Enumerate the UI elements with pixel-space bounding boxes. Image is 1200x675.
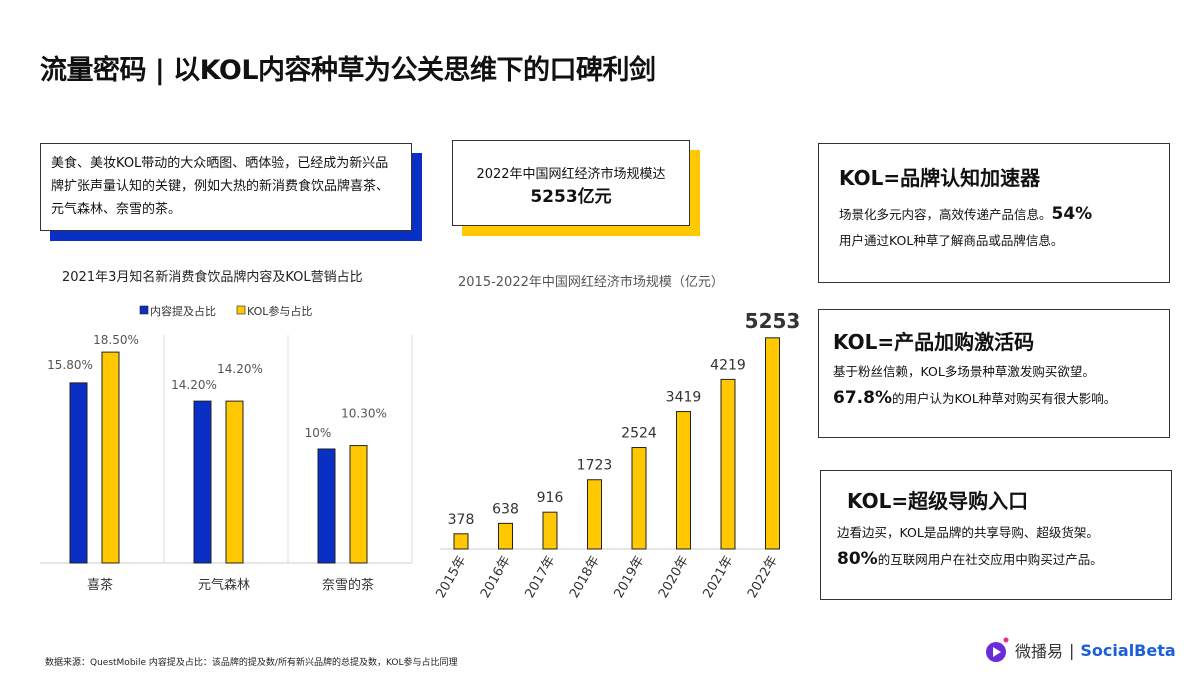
- data-label: 2524: [621, 426, 657, 442]
- x-tick-label: 2019年: [611, 554, 647, 601]
- bar: [193, 400, 212, 564]
- card-text: 用户通过KOL种草了解商品或品牌信息。: [839, 233, 1064, 248]
- legend-swatch: [139, 305, 149, 315]
- brand-share-chart: 内容提及占比 KOL参与占比 15.80%18.50% 喜茶 14.20%14.20% 元…: [40, 304, 413, 593]
- card-text: 基于粉丝信赖，KOL多场景种草激发购买欲望。: [833, 364, 1095, 379]
- logo: 微播易 | SocialBeta: [985, 636, 1176, 664]
- card-stat: 67.8%: [833, 388, 892, 408]
- x-tick-label: 2020年: [656, 554, 692, 601]
- data-label: 15.80%: [47, 358, 93, 372]
- card-stat: 80%: [837, 549, 878, 569]
- market-size-label: 2022年中国网红经济市场规模达: [476, 167, 666, 182]
- bar: [587, 479, 602, 550]
- card-purchase: KOL=产品加购激活码 基于粉丝信赖，KOL多场景种草激发购买欲望。 67.8%…: [818, 309, 1170, 438]
- card-text: 场景化多元内容，高效传递产品信息。: [839, 207, 1052, 222]
- x-tick-label: 2017年: [522, 554, 558, 601]
- legend-swatch: [236, 305, 246, 315]
- intro-box: 美食、美妆KOL带动的大众晒图、晒体验，已经成为新兴品牌扩张声量认知的关键，例如…: [40, 143, 412, 231]
- page-title: 流量密码 | 以KOL内容种草为公关思维下的口碑利剑: [40, 55, 656, 86]
- card-title: KOL=品牌认知加速器: [839, 166, 1041, 190]
- bar: [225, 400, 244, 564]
- data-label: 638: [492, 501, 519, 517]
- bar: [631, 447, 647, 550]
- data-label: 1723: [577, 458, 613, 474]
- market-size-value: 5253亿元: [530, 187, 612, 207]
- bar: [101, 351, 120, 564]
- bar: [542, 511, 558, 550]
- bar: [69, 382, 88, 564]
- bar: [676, 411, 691, 550]
- x-tick-label: 喜茶: [87, 577, 113, 593]
- data-label: 10%: [305, 426, 332, 440]
- data-label: 5253: [745, 309, 801, 333]
- card-shopping: KOL=超级导购入口 边看边买，KOL是品牌的共享导购、超级货架。 80%的互联…: [820, 470, 1172, 600]
- x-tick-label: 2021年: [700, 554, 736, 601]
- chart1-title: 2021年3月知名新消费食饮品牌内容及KOL营销占比: [62, 270, 363, 285]
- x-tick-label: 2022年: [745, 554, 781, 601]
- data-source-note: 数据来源：QuestMobile 内容提及占比：该品牌的提及数/所有新兴品牌的总…: [45, 658, 458, 668]
- chart2-title: 2015-2022年中国网红经济市场规模（亿元）: [458, 275, 724, 290]
- data-label: 10.30%: [341, 407, 387, 421]
- market-size-chart: 378 2015年 638 2016年 916 2017年 1723 2018年 2524 201…: [433, 309, 801, 601]
- bar: [765, 337, 780, 550]
- card-text: 边看边买，KOL是品牌的共享导购、超级货架。: [837, 525, 1099, 540]
- market-size-box: 2022年中国网红经济市场规模达 5253亿元: [452, 140, 690, 226]
- card-title: KOL=产品加购激活码: [833, 330, 1035, 354]
- x-tick-label: 奈雪的茶: [322, 577, 374, 593]
- legend-label: 内容提及占比: [150, 304, 216, 318]
- card-title: KOL=超级导购入口: [847, 489, 1029, 513]
- data-label: 4219: [710, 357, 746, 373]
- bar: [453, 533, 469, 550]
- legend-label: KOL参与占比: [247, 304, 312, 318]
- logo-en: SocialBeta: [1080, 640, 1176, 660]
- data-label: 14.20%: [217, 362, 263, 376]
- card-awareness: KOL=品牌认知加速器 场景化多元内容，高效传递产品信息。54% 用户通过KOL…: [818, 143, 1170, 283]
- bar: [317, 448, 336, 564]
- logo-cn: 微播易: [1015, 642, 1064, 661]
- bar: [498, 522, 513, 550]
- data-label: 3419: [666, 390, 702, 406]
- logo-play-icon: [986, 637, 1009, 662]
- x-tick-label: 2016年: [478, 554, 514, 601]
- x-tick-label: 元气森林: [198, 577, 250, 593]
- card-text: 的互联网用户在社交应用中购买过产品。: [877, 552, 1103, 567]
- data-label: 378: [448, 512, 475, 528]
- bar: [349, 445, 368, 564]
- data-label: 18.50%: [93, 333, 139, 347]
- bar: [720, 378, 736, 550]
- data-label: 916: [537, 490, 564, 506]
- card-text: 的用户认为KOL种草对购买有很大影响。: [891, 391, 1117, 406]
- data-label: 14.20%: [171, 378, 217, 392]
- x-tick-label: 2018年: [567, 554, 603, 601]
- x-tick-label: 2015年: [433, 554, 469, 601]
- card-stat: 54%: [1051, 204, 1093, 224]
